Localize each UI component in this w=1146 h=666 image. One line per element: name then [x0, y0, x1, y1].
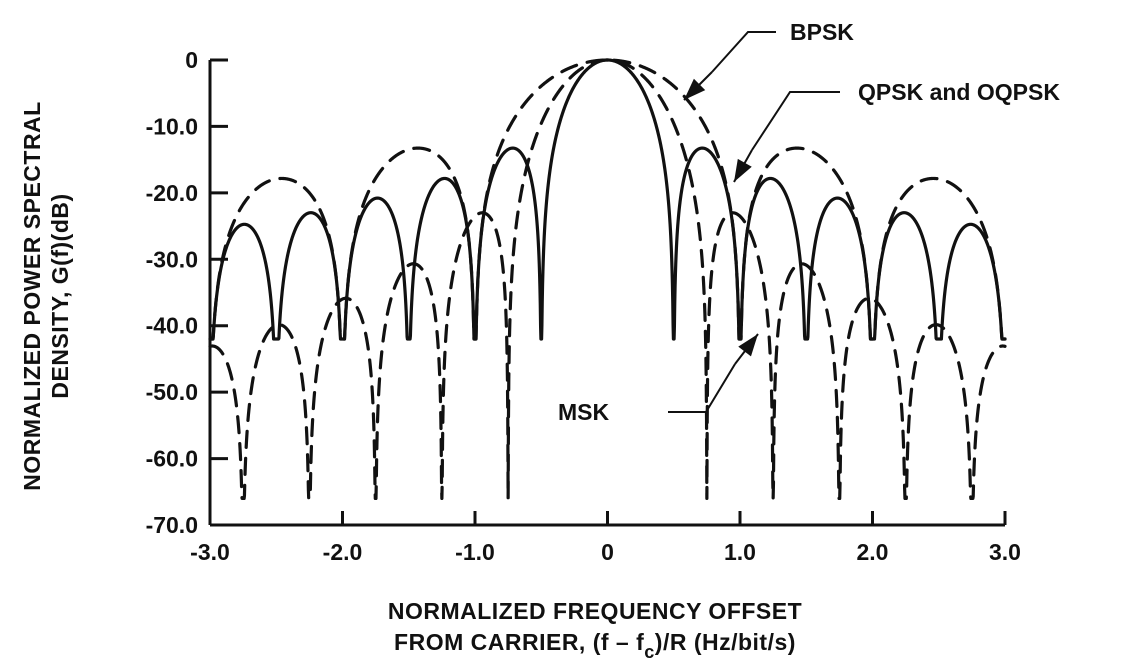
y-tick-label: -30.0 [146, 246, 198, 272]
axes [208, 60, 1005, 527]
series-msk [208, 58, 1007, 501]
x-ticks: -3.0 -2.0 -1.0 0 1.0 2.0 3.0 [190, 511, 1021, 565]
annotation-leader [751, 91, 840, 151]
arrowhead [734, 158, 752, 182]
y-axis-title: NORMALIZED POWER SPECTRAL DENSITY, G(f)(… [19, 101, 73, 490]
annotation-leader [668, 363, 736, 413]
x-axis-title-line2: FROM CARRIER, (f – fc)/R (Hz/bit/s) [394, 629, 796, 662]
x-tick-label: 1.0 [724, 539, 756, 565]
y-tick-label: -70.0 [146, 512, 198, 538]
x-tick-label: -1.0 [455, 539, 495, 565]
y-tick-label: -10.0 [146, 113, 198, 139]
x-tick-label: 3.0 [989, 539, 1021, 565]
annotations: BPSK QPSK and OQPSK MSK [558, 19, 1060, 425]
series-layer [208, 58, 1007, 501]
arrowhead [684, 78, 706, 100]
y-tick-label: -60.0 [146, 446, 198, 472]
annotation-leader [711, 31, 776, 73]
y-tick-label: 0 [185, 47, 198, 73]
annotation-label: BPSK [790, 19, 854, 45]
x-tick-label: -3.0 [190, 539, 230, 565]
arrowhead [738, 334, 758, 357]
y-ticks: 0 -10.0 -20.0 -30.0 -40.0 -50.0 -60.0 -70.0 [146, 47, 228, 538]
y-tick-label: -40.0 [146, 313, 198, 339]
x-axis-title-line1: NORMALIZED FREQUENCY OFFSET [388, 598, 802, 624]
x-tick-label: 2.0 [857, 539, 889, 565]
y-axis-title-line2: DENSITY, G(f)(dB) [47, 193, 73, 398]
annotation-label: MSK [558, 399, 610, 425]
x-axis-title: NORMALIZED FREQUENCY OFFSET FROM CARRIER… [388, 598, 802, 662]
y-axis-title-line1: NORMALIZED POWER SPECTRAL [19, 101, 45, 490]
annotation-label: QPSK and OQPSK [858, 79, 1060, 105]
y-tick-label: -50.0 [146, 379, 198, 405]
x-tick-label: 0 [601, 539, 614, 565]
y-tick-label: -20.0 [146, 180, 198, 206]
x-tick-label: -2.0 [323, 539, 363, 565]
